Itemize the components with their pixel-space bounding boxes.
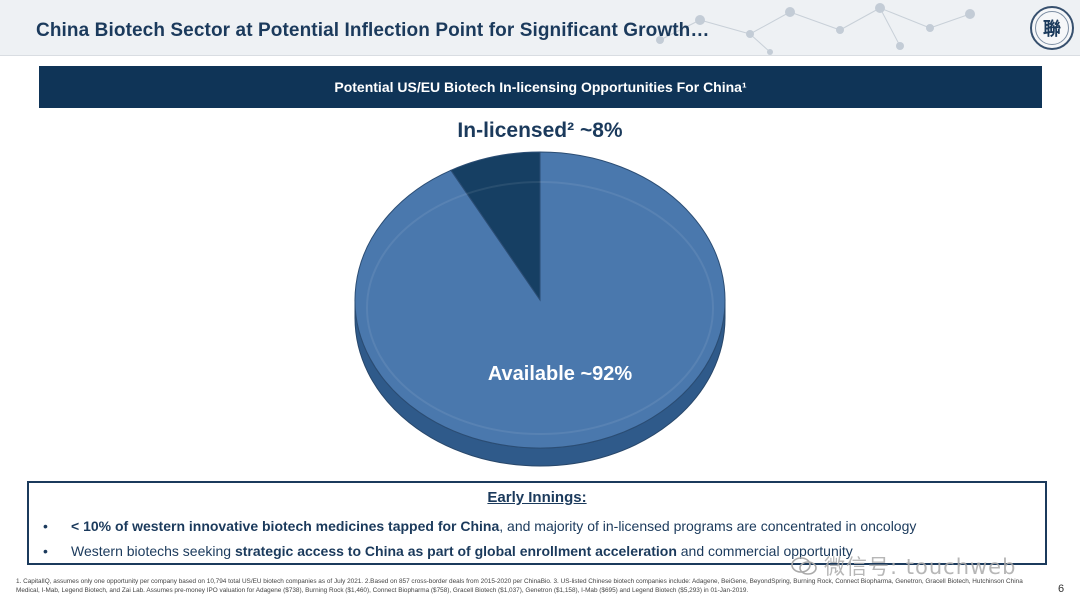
logo-seal-glyph: 聯	[1035, 11, 1069, 45]
bullet-2-pre: Western biotechs seeking	[71, 543, 235, 559]
section-banner: Potential US/EU Biotech In-licensing Opp…	[39, 66, 1042, 108]
pie-highlight	[366, 181, 714, 435]
watermark: 微信号: touchweb	[790, 551, 1016, 581]
pie-slice-1	[450, 151, 541, 302]
pie-label-available: Available ~92%	[488, 363, 633, 385]
page-number: 6	[1058, 583, 1065, 595]
early-innings-box: Early Innings: • < 10% of western innova…	[27, 481, 1047, 565]
header-band: China Biotech Sector at Potential Inflec…	[0, 0, 1080, 56]
bullet-2-bold: strategic access to China as part of glo…	[234, 543, 677, 559]
pie-slice-2	[354, 151, 726, 449]
innings-heading: Early Innings:	[487, 489, 587, 506]
logo-seal: 聯	[1030, 6, 1074, 50]
pie-label-in-licensed: In-licensed² ~8%	[457, 119, 623, 142]
bullet-dot: •	[43, 543, 48, 559]
banner-text: Potential US/EU Biotech In-licensing Opp…	[334, 79, 747, 95]
bullet-dot: •	[43, 518, 48, 534]
footnote: 1. CapitalIQ, assumes only one opportuni…	[16, 578, 1023, 594]
watermark-text: 微信号: touchweb	[824, 555, 1017, 579]
slide-title: China Biotech Sector at Potential Inflec…	[36, 20, 710, 41]
bullet-1-rest: , and majority of in-licensed programs a…	[499, 518, 917, 534]
bullet-2-rest: and commercial opportunity	[676, 543, 853, 559]
pie-chart: Available ~92%	[354, 151, 726, 467]
wechat-icon	[791, 557, 817, 575]
molecule-decoration	[656, 3, 975, 55]
bullet-1-bold: < 10% of western innovative biotech medi…	[71, 518, 500, 534]
